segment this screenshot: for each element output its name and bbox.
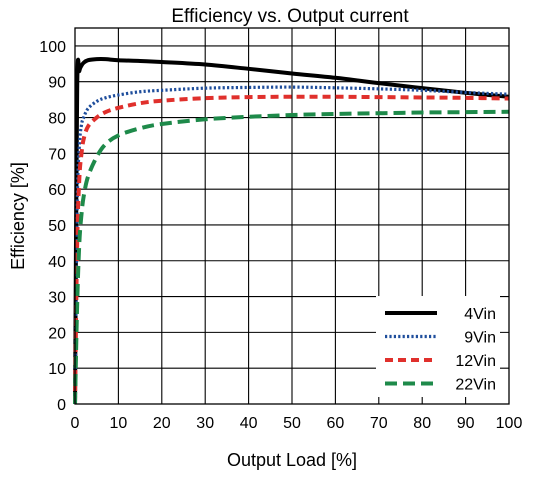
x-tick-label: 40 [240, 415, 258, 432]
y-tick-label: 30 [48, 290, 66, 307]
y-tick-label: 40 [48, 254, 66, 271]
y-tick-label: 20 [48, 325, 66, 342]
y-tick-label: 60 [48, 182, 66, 199]
series-line-12vin [73, 94, 510, 405]
legend-label-12vin: 12Vin [455, 353, 496, 370]
x-tick-label: 30 [196, 415, 214, 432]
y-tick-label: 70 [48, 146, 66, 163]
series-line-4vin [73, 57, 510, 405]
chart-title: Efficiency vs. Output current [171, 6, 409, 27]
plot-border [74, 27, 510, 405]
x-tick-label: 70 [370, 415, 388, 432]
y-tick-label: 80 [48, 111, 66, 128]
x-tick-label: 0 [71, 415, 80, 432]
x-tick-label: 80 [413, 415, 431, 432]
series-line-22vin [73, 109, 510, 405]
series-line-9vin [73, 85, 510, 405]
y-tick-label: 100 [39, 39, 66, 56]
y-tick-label: 90 [48, 75, 66, 92]
legend-label-22vin: 22Vin [455, 377, 496, 394]
y-tick-label: 50 [48, 218, 66, 235]
x-tick-label: 20 [153, 415, 171, 432]
x-tick-label: 100 [496, 415, 523, 432]
legend: 4Vin 9Vin 12Vin 22Vin [376, 296, 500, 397]
x-tick-label: 50 [283, 415, 301, 432]
series-layer [73, 57, 510, 405]
x-tick-label: 10 [110, 415, 128, 432]
legend-label-4vin: 4Vin [464, 306, 496, 323]
y-axis-label: Efficiency [%] [8, 162, 28, 270]
x-tick-label: 90 [457, 415, 475, 432]
y-tick-label: 10 [48, 361, 66, 378]
y-tick-label: 0 [57, 397, 66, 414]
y-tick-labels: 0 10 20 30 40 50 60 70 80 90 100 [39, 39, 66, 414]
x-tick-labels: 0 10 20 30 40 50 60 70 80 90 100 [71, 415, 523, 432]
x-axis-label: Output Load [%] [227, 450, 357, 470]
x-tick-label: 60 [327, 415, 345, 432]
legend-label-9vin: 9Vin [464, 330, 496, 347]
